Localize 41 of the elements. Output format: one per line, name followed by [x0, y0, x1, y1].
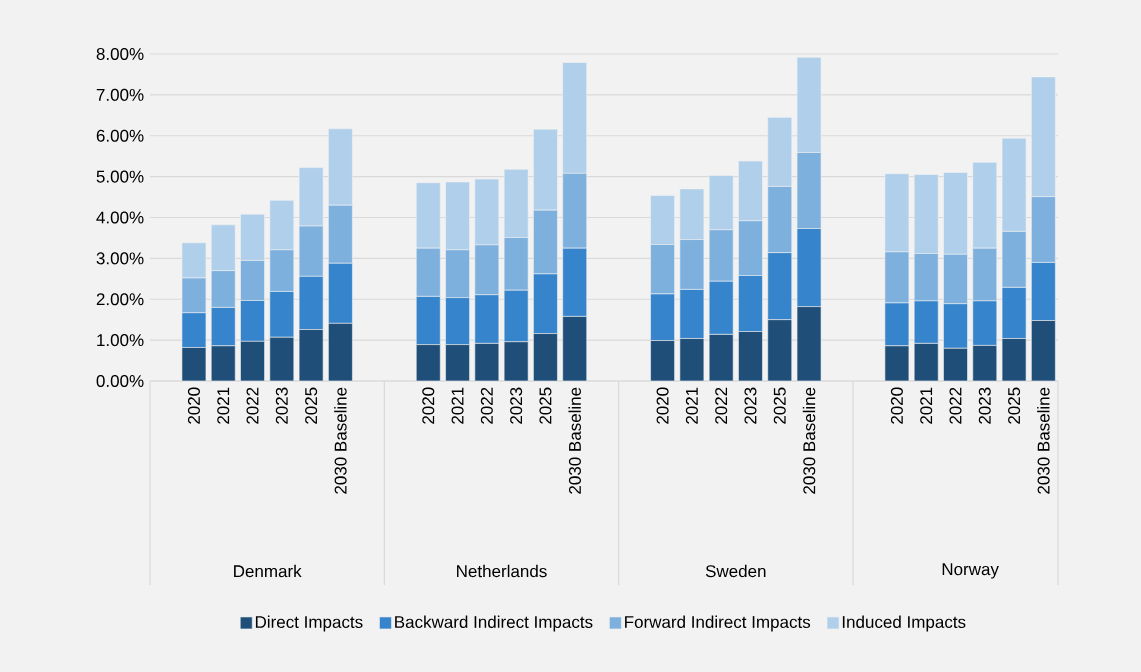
y-tick-label: 3.00%: [96, 252, 144, 265]
x-tick-label: 2020: [890, 387, 903, 424]
x-tick-label: 2023: [744, 387, 757, 424]
text: Sweden: [705, 564, 766, 578]
x-tick-label: 2025: [305, 387, 318, 424]
legend-label: Backward Indirect Impacts: [395, 615, 593, 632]
y-tick-label: 0.00%: [96, 374, 144, 388]
y-tick-label: 1.00%: [97, 334, 144, 347]
x-tick-label: 2023: [978, 387, 991, 424]
x-tick-label: 2030 Baseline: [568, 387, 581, 494]
x-tick-label: 2022: [480, 387, 493, 424]
x-tick-label: 2025: [1008, 387, 1021, 424]
x-tick-label: 2023: [510, 387, 523, 424]
text: Denmark: [234, 564, 302, 578]
x-tick-label: 2030 Baseline: [1037, 387, 1050, 494]
x-tick-label: 2030 Baseline: [334, 387, 347, 494]
x-tick-label: 2025: [773, 387, 786, 424]
legend-label: Direct Impacts: [255, 615, 363, 632]
x-tick-label: 2020: [187, 387, 200, 424]
x-tick-label: 2023: [275, 387, 288, 424]
text: Norway: [942, 563, 999, 579]
x-tick-label: 2022: [949, 387, 962, 424]
y-tick-label: 5.00%: [96, 170, 144, 183]
y-tick-label: 2.00%: [96, 293, 144, 306]
x-tick-label: 2021: [920, 387, 933, 424]
y-tick-label: 4.00%: [96, 211, 144, 224]
x-tick-label: 2020: [656, 387, 669, 424]
y-tick-label: 6.00%: [96, 129, 144, 142]
y-tick-label: 7.00%: [96, 88, 144, 101]
x-tick-label: 2021: [685, 387, 698, 424]
legend-label: Forward Indirect Impacts: [625, 615, 811, 632]
x-tick-label: 2030 Baseline: [802, 387, 816, 494]
x-tick-label: 2021: [451, 387, 464, 424]
y-tick-label: 8.00%: [96, 47, 144, 61]
legend-label: Induced Impacts: [842, 615, 966, 632]
x-tick-label: 2020: [422, 387, 435, 424]
x-tick-label: 2021: [217, 387, 230, 424]
text: Netherlands: [457, 564, 547, 578]
x-tick-label: 2022: [715, 387, 728, 424]
x-tick-label: 2022: [246, 387, 259, 424]
x-tick-label: 2025: [539, 387, 552, 424]
